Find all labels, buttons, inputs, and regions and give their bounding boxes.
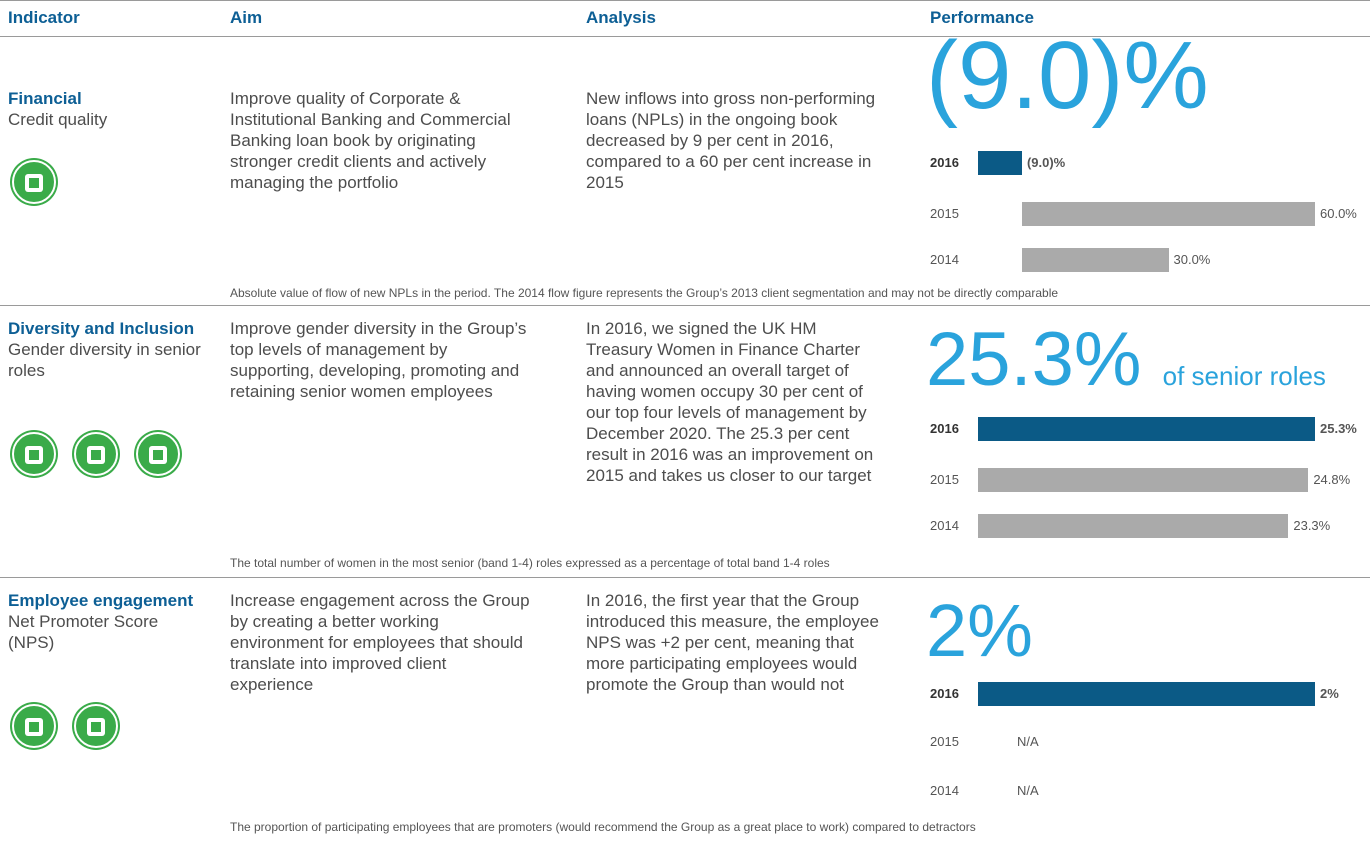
bar: [1022, 202, 1315, 226]
indicator-icon: [72, 430, 120, 478]
bar-year: 2014: [930, 783, 959, 798]
indicator: Employee engagement Net Promoter Score (N…: [8, 590, 208, 653]
note: The proportion of participating employee…: [230, 820, 976, 834]
icon-glyph: [12, 160, 56, 204]
row-rule: [0, 305, 1370, 306]
indicator-icon: [72, 702, 120, 750]
aim: Increase engagement across the Group by …: [230, 591, 530, 694]
note: The total number of women in the most se…: [230, 556, 830, 570]
bar-value-label: 2%: [1320, 686, 1339, 701]
headline-value: 25.3%: [926, 317, 1142, 402]
icon-glyph: [74, 432, 118, 476]
bar-year: 2015: [930, 472, 959, 487]
row-rule: [0, 577, 1370, 578]
indicator-title: Employee engagement: [8, 591, 194, 610]
bar-value-label: 30.0%: [1173, 252, 1211, 267]
bar-value-label: 60.0%: [1320, 206, 1357, 221]
indicator-subtitle: Net Promoter Score (NPS): [8, 612, 159, 652]
analysis: New inflows into gross non-performing lo…: [586, 89, 876, 192]
indicator-title: Financial: [8, 89, 82, 108]
icon-glyph: [12, 432, 56, 476]
indicator: Financial Credit quality: [8, 88, 208, 130]
indicator-icon: [10, 702, 58, 750]
bar-year: 2014: [930, 252, 959, 267]
bar-value-label: N/A: [1017, 734, 1039, 749]
top-rule: [0, 0, 1370, 1]
column-header: Analysis: [586, 8, 656, 27]
headline: (9.0)%: [926, 28, 1209, 124]
icon-glyph: [74, 704, 118, 748]
indicator-title: Diversity and Inclusion: [8, 319, 195, 338]
headline-value: 2%: [926, 589, 1033, 672]
icon-glyph: [136, 432, 180, 476]
header-rule: [0, 36, 1370, 37]
note: Absolute value of flow of new NPLs in th…: [230, 286, 1059, 300]
bar-year: 2016: [930, 421, 959, 436]
bar-value-label: 23.3%: [1293, 518, 1331, 533]
headline-suffix: of senior roles: [1162, 361, 1326, 391]
aim: Improve quality of Corporate & Instituti…: [230, 89, 511, 192]
bar-year: 2015: [930, 206, 959, 221]
headline: 25.3% of senior roles: [926, 322, 1326, 398]
indicator-subtitle: Gender diversity in senior roles: [8, 340, 201, 380]
column-header: Indicator: [8, 8, 80, 27]
bar: [1022, 248, 1169, 272]
bar: [978, 151, 1022, 175]
headline-value: (9.0)%: [926, 22, 1209, 129]
icon-glyph: [12, 704, 56, 748]
bar: [978, 514, 1289, 538]
indicator-icon: [10, 430, 58, 478]
bar-value-label: 24.8%: [1313, 472, 1351, 487]
column-header: Aim: [230, 8, 263, 27]
indicator-icon: [134, 430, 182, 478]
analysis: In 2016, we signed the UK HM Treasury Wo…: [586, 319, 874, 485]
aim: Improve gender diversity in the Group’s …: [230, 319, 527, 401]
bar: [978, 417, 1315, 441]
headline: 2%: [926, 594, 1033, 668]
analysis: In 2016, the first year that the Group i…: [586, 591, 879, 694]
bar-value-label: N/A: [1017, 783, 1039, 798]
indicator: Diversity and Inclusion Gender diversity …: [8, 318, 208, 381]
indicator-icon: [10, 158, 58, 206]
column-header: Performance: [930, 8, 1034, 27]
bar-year: 2015: [930, 734, 959, 749]
indicator-subtitle: Credit quality: [8, 110, 108, 129]
bar: [978, 468, 1309, 492]
bar: [978, 682, 1315, 706]
bar-value-label: (9.0)%: [1026, 155, 1066, 170]
bar-year: 2016: [930, 155, 959, 170]
bar-year: 2016: [930, 686, 959, 701]
bar-year: 2014: [930, 518, 959, 533]
bar-value-label: 25.3%: [1320, 421, 1357, 436]
